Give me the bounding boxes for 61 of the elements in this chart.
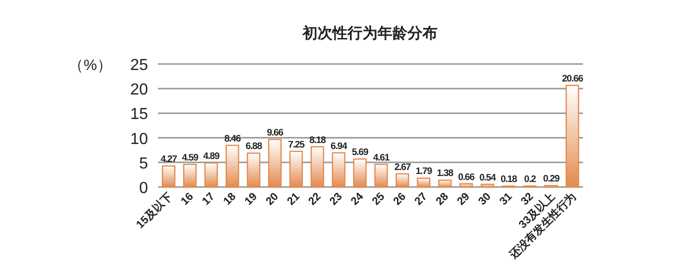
bar [204, 162, 218, 188]
y-tick-label: 25 [130, 57, 148, 74]
data-label: 1.38 [436, 168, 454, 180]
x-tick-label: 19 [242, 190, 260, 208]
bar [374, 164, 388, 188]
data-label: 4.89 [203, 150, 220, 162]
data-label: 6.88 [246, 141, 262, 152]
x-tick-label: 26 [391, 190, 408, 208]
y-axis-title: （%） [68, 57, 112, 74]
bar [226, 144, 240, 188]
data-label: 0.29 [543, 174, 560, 185]
x-tick-label: 17 [200, 190, 218, 208]
chart-title: 初次性行为年龄分布 [302, 24, 438, 42]
data-label: 5.69 [352, 147, 368, 158]
x-tick-label: 20 [264, 190, 281, 208]
x-tick-label: 16 [178, 190, 196, 208]
bar [566, 84, 580, 188]
bar [162, 165, 176, 188]
data-label: 6.94 [330, 140, 348, 152]
data-label: 0.2 [524, 174, 536, 186]
data-label: 0.66 [458, 172, 474, 183]
y-tick-label: 15 [130, 106, 148, 124]
bar [268, 138, 282, 188]
data-label: 9.66 [266, 127, 284, 138]
data-label: 4.61 [373, 152, 390, 164]
data-label: 0.54 [479, 172, 497, 184]
bar [459, 183, 473, 188]
x-tick-label: 23 [328, 190, 345, 208]
data-label: 2.67 [394, 162, 411, 173]
data-label: 4.27 [160, 154, 177, 165]
bar [289, 150, 303, 188]
x-tick-label: 21 [285, 190, 302, 208]
bar [396, 173, 410, 188]
data-label: 8.18 [309, 134, 326, 146]
bar [310, 146, 324, 188]
x-tick-label: 28 [434, 190, 451, 208]
data-label: 4.59 [182, 152, 198, 164]
data-label: 8.46 [224, 133, 241, 144]
bar [332, 152, 346, 188]
y-tick-label: 10 [130, 130, 148, 148]
x-tick-label: 25 [370, 190, 388, 208]
x-tick-label: 24 [348, 190, 367, 208]
x-tick-label: 29 [455, 190, 472, 208]
x-tick-label: 22 [306, 190, 324, 208]
bar [438, 180, 452, 188]
bar [480, 184, 494, 188]
x-tick-label: 30 [476, 190, 494, 208]
data-label: 1.79 [416, 166, 432, 178]
data-label: 7.25 [288, 139, 306, 150]
bar [246, 152, 260, 188]
x-tick-label: 27 [412, 190, 430, 208]
y-tick-label: 20 [130, 82, 148, 99]
data-label: 20.66 [562, 73, 584, 84]
y-tick-label: 5 [139, 155, 148, 172]
data-label: 0.18 [500, 174, 517, 186]
bar [183, 164, 197, 188]
x-tick-label: 31 [498, 190, 515, 208]
x-tick-label: 18 [221, 190, 238, 208]
y-tick-label: 0 [139, 180, 148, 197]
bar [353, 158, 367, 188]
bar [416, 178, 430, 188]
